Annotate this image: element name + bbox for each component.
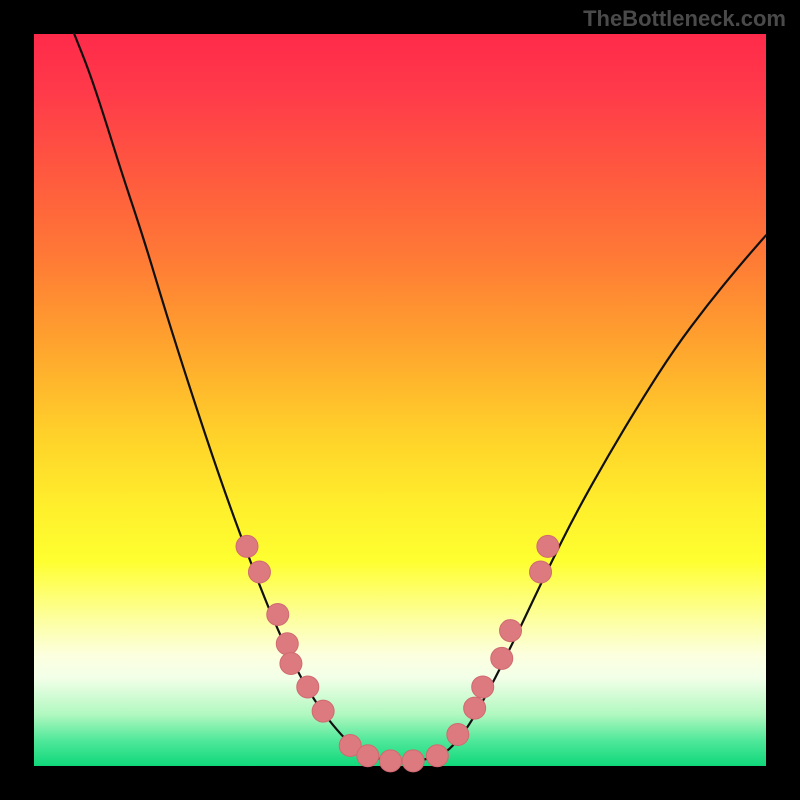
scatter-point <box>248 561 270 583</box>
scatter-point <box>464 697 486 719</box>
scatter-point <box>500 620 522 642</box>
scatter-point <box>297 676 319 698</box>
scatter-point <box>357 745 379 767</box>
scatter-point <box>280 653 302 675</box>
scatter-point <box>447 724 469 746</box>
watermark-text: TheBottleneck.com <box>583 6 786 32</box>
scatter-point <box>236 535 258 557</box>
scatter-point <box>312 700 334 722</box>
scatter-point <box>530 561 552 583</box>
scatter-point <box>537 535 559 557</box>
chart-plot-area <box>34 34 766 766</box>
scatter-point <box>267 603 289 625</box>
scatter-point <box>379 750 401 772</box>
scatter-point <box>402 750 424 772</box>
chart-gradient-background <box>34 34 766 766</box>
chart-svg <box>34 34 766 766</box>
scatter-point <box>276 633 298 655</box>
scatter-point <box>426 745 448 767</box>
scatter-point <box>472 676 494 698</box>
scatter-point <box>491 647 513 669</box>
